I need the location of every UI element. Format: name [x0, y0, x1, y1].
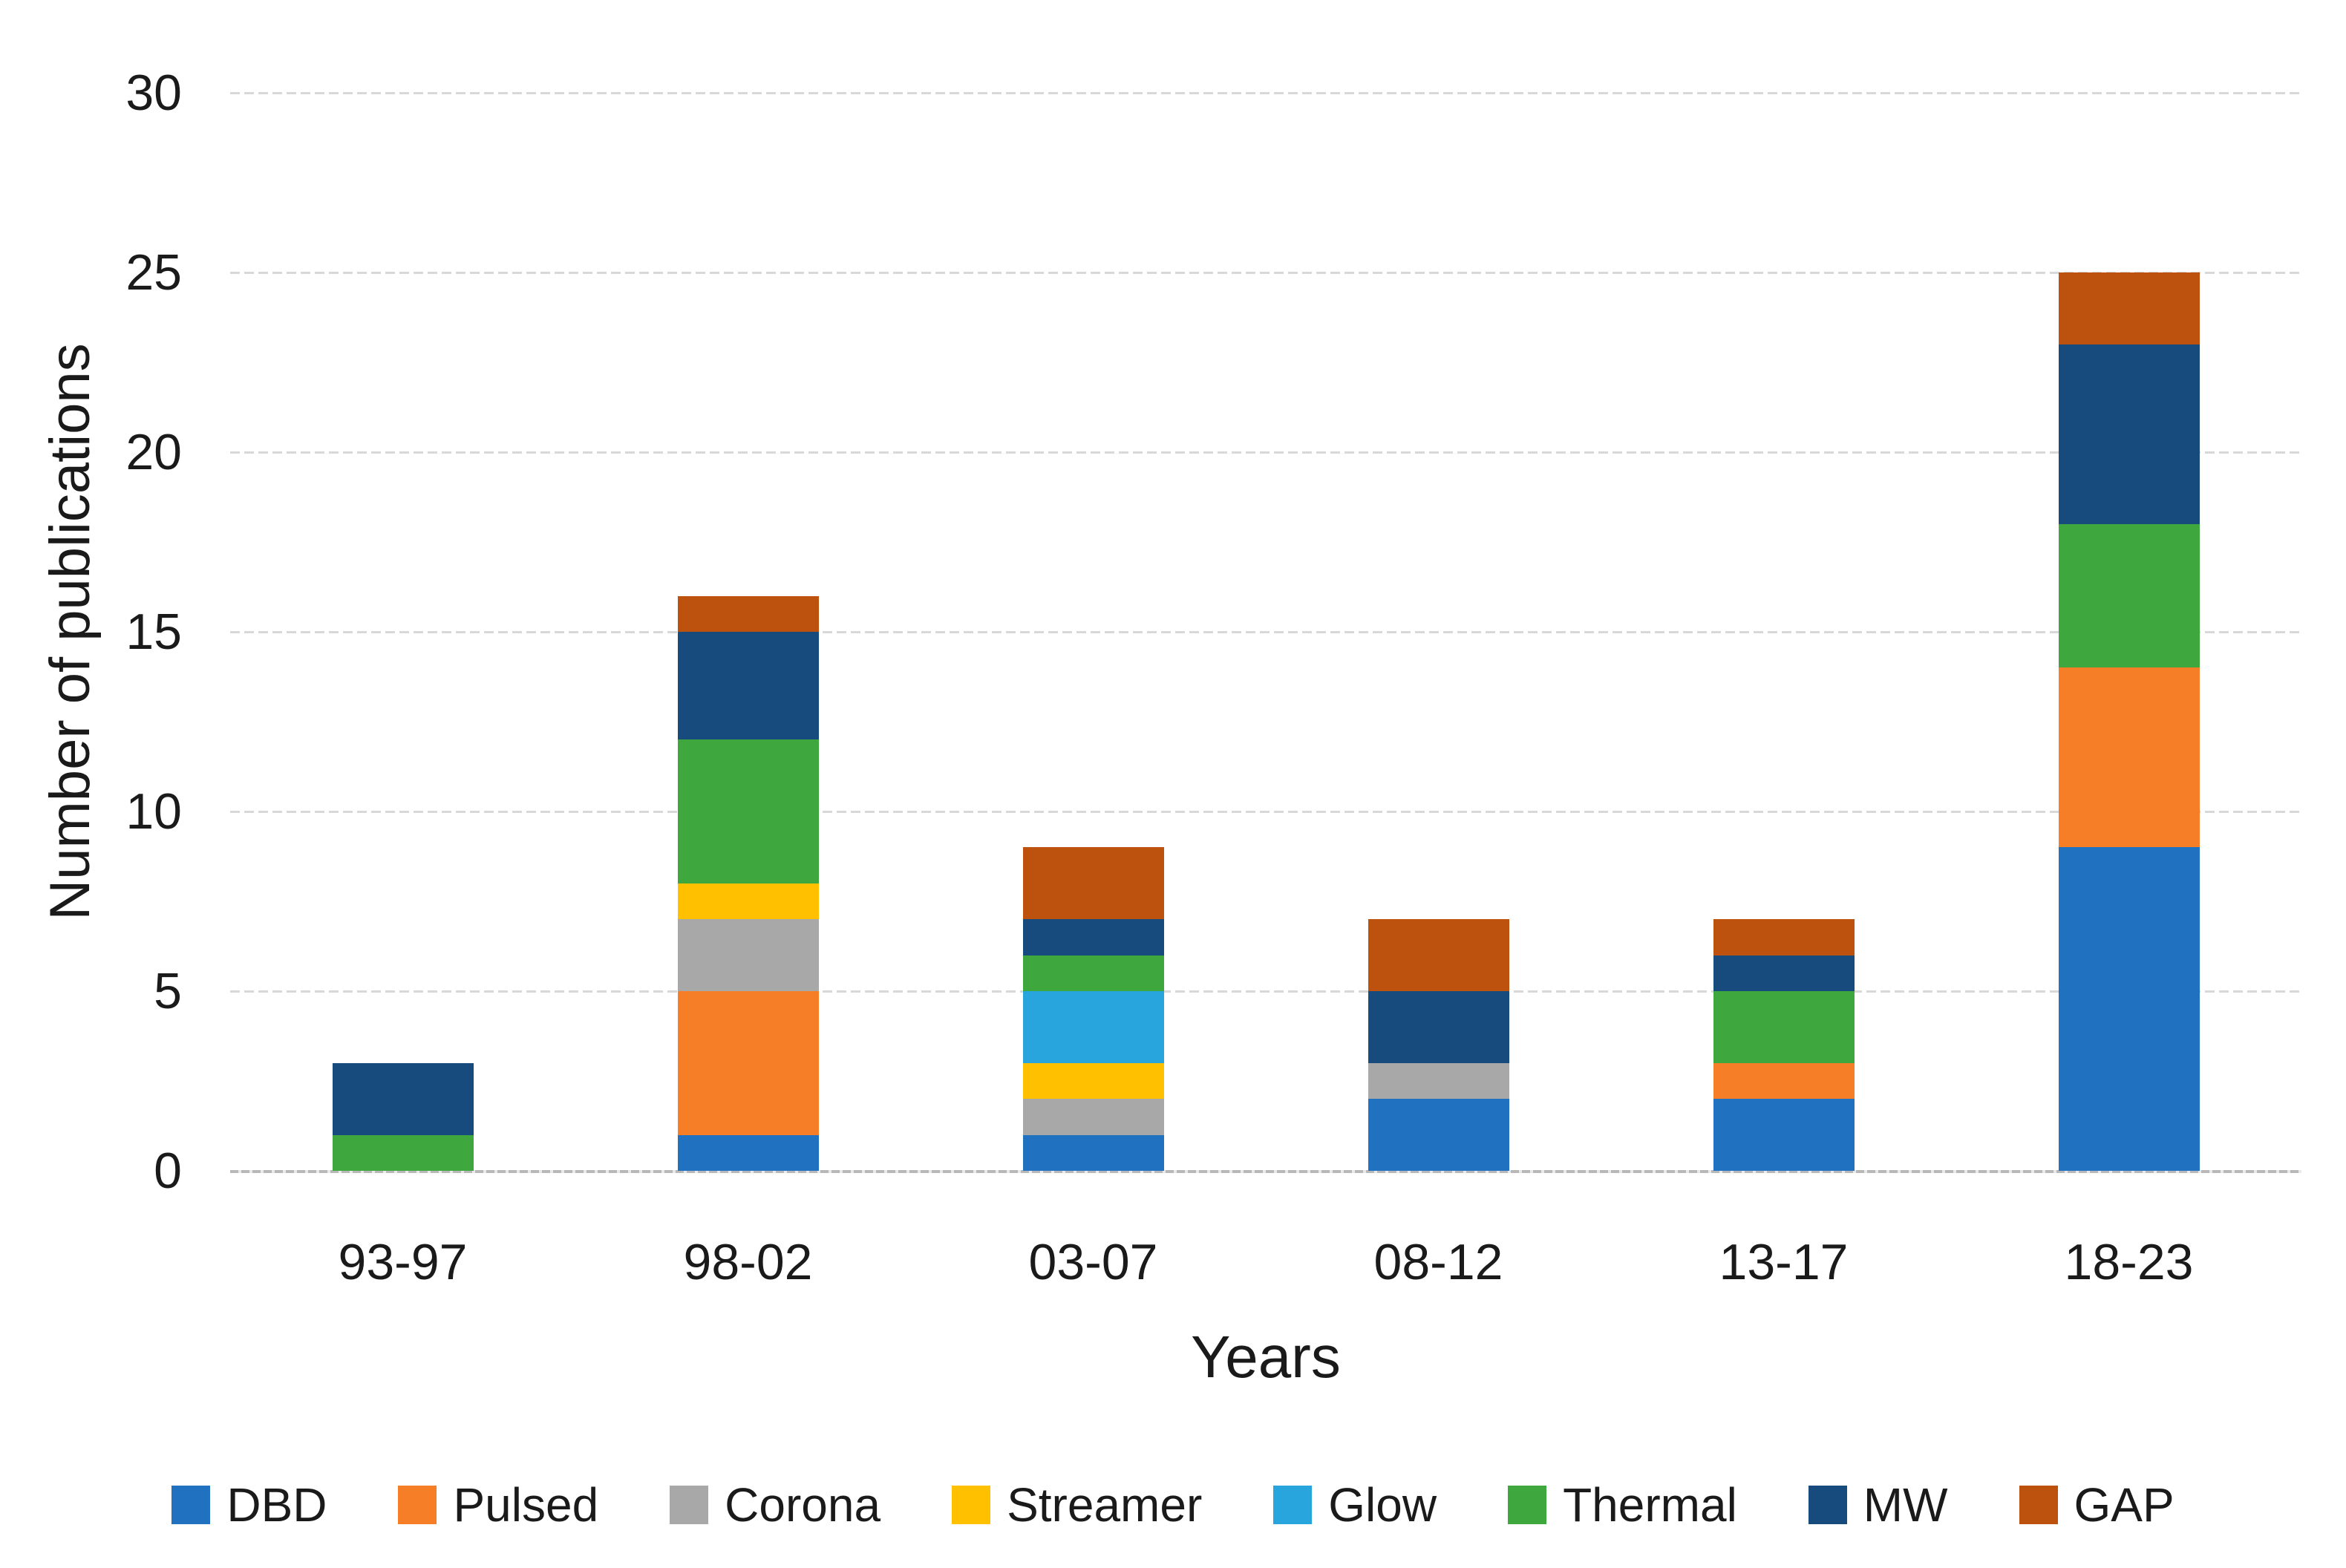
bar-segment-corona [1022, 1099, 1164, 1135]
bar-segment-thermal [332, 1134, 474, 1171]
y-gridline [230, 990, 2301, 993]
legend-label: MW [1863, 1478, 1948, 1532]
bar-segment-mw [1713, 955, 1855, 992]
bar-08-12 [1368, 919, 1509, 1171]
y-gridline [230, 92, 2301, 94]
legend-item-thermal: Thermal [1508, 1481, 1737, 1529]
bar-segment-pulsed [2058, 667, 2200, 848]
y-tick-label: 20 [125, 424, 182, 480]
bar-segment-corona [677, 919, 819, 992]
bar-18-23 [2058, 272, 2200, 1171]
bar-segment-gap [1022, 847, 1164, 920]
plot-area [230, 92, 2301, 1173]
y-axis-title: Number of publications [39, 343, 102, 921]
bar-98-02 [677, 595, 819, 1171]
legend-item-corona: Corona [670, 1481, 880, 1529]
legend: DBD Pulsed Corona Streamer Glow Thermal MW GAP [0, 1481, 2346, 1529]
bar-segment-streamer [677, 883, 819, 920]
bar-segment-gap [1713, 919, 1855, 956]
legend-swatch-icon [398, 1486, 437, 1524]
y-tick-label: 5 [154, 963, 182, 1019]
x-tick-label: 93-97 [338, 1234, 468, 1290]
bar-segment-gap [1368, 919, 1509, 992]
legend-swatch-icon [670, 1486, 709, 1524]
y-tick-label: 30 [125, 65, 182, 121]
bar-segment-dbd [2058, 847, 2200, 1171]
y-gridline [230, 811, 2301, 813]
y-gridline [230, 631, 2301, 633]
bar-segment-gap [2058, 272, 2200, 344]
x-tick-label: 13-17 [1719, 1234, 1849, 1290]
x-tick-label: 08-12 [1373, 1234, 1503, 1290]
bar-segment-gap [677, 595, 819, 633]
y-gridline [230, 272, 2301, 274]
bar-segment-thermal [1022, 955, 1164, 992]
legend-item-glow: Glow [1273, 1481, 1437, 1529]
bar-segment-pulsed [1713, 1062, 1855, 1100]
legend-label: Pulsed [453, 1478, 599, 1532]
legend-swatch-icon [171, 1486, 211, 1524]
legend-label: DBD [226, 1478, 327, 1532]
x-tick-label: 98-02 [683, 1234, 813, 1290]
bar-93-97 [332, 1062, 474, 1171]
legend-item-mw: MW [1808, 1481, 1948, 1529]
legend-label: Streamer [1007, 1478, 1203, 1532]
bar-segment-mw [1368, 991, 1509, 1063]
legend-item-gap: GAP [2019, 1481, 2175, 1529]
legend-label: GAP [2074, 1478, 2175, 1532]
bar-segment-thermal [1713, 991, 1855, 1063]
bar-segment-mw [1022, 919, 1164, 956]
y-gridline [230, 451, 2301, 454]
legend-label: Thermal [1563, 1478, 1737, 1532]
bar-segment-glow [1022, 991, 1164, 1063]
legend-label: Glow [1328, 1478, 1437, 1532]
bar-segment-pulsed [677, 991, 819, 1135]
legend-swatch-icon [1273, 1486, 1313, 1524]
x-axis-title: Years [1191, 1324, 1341, 1390]
legend-label: Corona [725, 1478, 881, 1532]
y-tick-label: 0 [154, 1143, 182, 1199]
bar-segment-dbd [1713, 1099, 1855, 1171]
y-tick-label: 15 [125, 604, 182, 660]
bar-segment-mw [2058, 344, 2200, 524]
bar-segment-mw [332, 1062, 474, 1135]
bar-segment-dbd [677, 1134, 819, 1171]
x-tick-label: 03-07 [1028, 1234, 1158, 1290]
bar-segment-thermal [677, 739, 819, 883]
bar-segment-dbd [1368, 1099, 1509, 1171]
legend-item-pulsed: Pulsed [398, 1481, 598, 1529]
bar-03-07 [1022, 847, 1164, 1171]
bar-segment-thermal [2058, 523, 2200, 668]
legend-swatch-icon [1808, 1486, 1847, 1524]
y-tick-label: 10 [125, 783, 182, 840]
bar-segment-mw [677, 632, 819, 740]
y-tick-label: 25 [125, 244, 182, 301]
bar-segment-dbd [1022, 1134, 1164, 1171]
legend-swatch-icon [1508, 1486, 1547, 1524]
x-axis-line [230, 1170, 2301, 1173]
bar-segment-corona [1368, 1062, 1509, 1100]
legend-item-streamer: Streamer [952, 1481, 1202, 1529]
bar-segment-streamer [1022, 1062, 1164, 1100]
bar-13-17 [1713, 919, 1855, 1171]
legend-item-dbd: DBD [171, 1481, 327, 1529]
x-tick-label: 18-23 [2064, 1234, 2194, 1290]
legend-swatch-icon [2019, 1486, 2058, 1524]
legend-swatch-icon [952, 1486, 991, 1524]
